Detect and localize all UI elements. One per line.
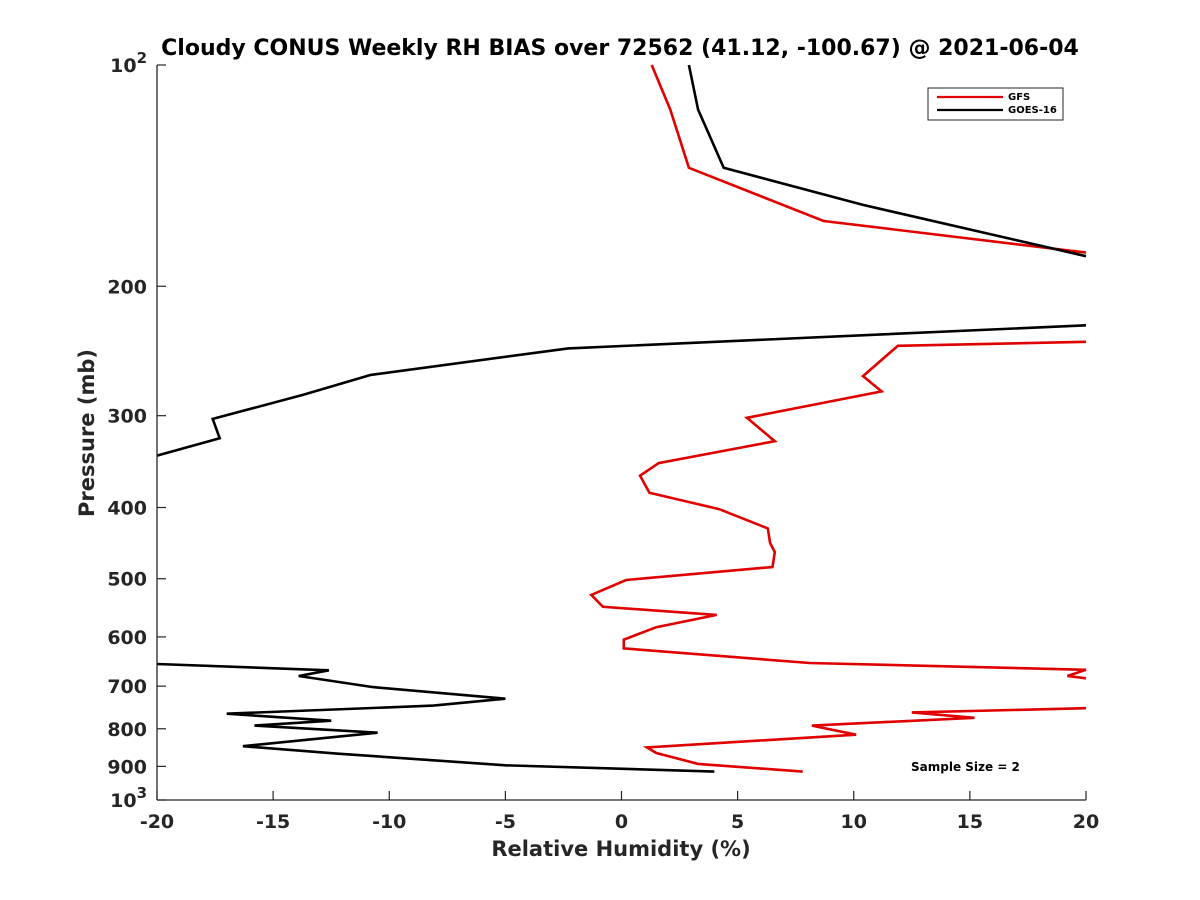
series-line-gfs-segment-3: [642, 706, 1087, 773]
y-tick-label: 800: [107, 719, 147, 741]
series-layer: [156, 64, 1087, 773]
series-line-goes-16-segment-3: [156, 662, 715, 773]
series-line-gfs-segment-2: [589, 340, 1087, 680]
series-line-goes-16-segment-1: [687, 64, 1087, 258]
legend-label-goes16: GOES-16: [1008, 105, 1057, 116]
x-tick-label: 10: [841, 811, 867, 833]
legend-box: [927, 87, 1064, 121]
x-tick-label: 5: [731, 811, 744, 833]
series-line-gfs-segment-1: [650, 64, 1087, 254]
legend-label-gfs: GFS: [1008, 92, 1030, 103]
series-line-goes-16-segment-2: [156, 324, 1087, 457]
x-tick-label: -10: [372, 811, 406, 833]
y-tick-label: 400: [107, 498, 147, 520]
chart-title: Cloudy CONUS Weekly RH BIAS over 72562 (…: [161, 36, 1079, 61]
x-tick-label: -5: [495, 811, 516, 833]
plot-axes: [156, 65, 1086, 801]
y-ticks: 102 200 300 400 500 600 700 800 900 103: [107, 49, 166, 812]
x-tick-label: -15: [256, 811, 290, 833]
x-tick-label: -20: [140, 811, 174, 833]
y-tick-label: 900: [107, 756, 147, 778]
x-tick-label: 20: [1073, 811, 1099, 833]
y-tick-label: 103: [110, 784, 147, 812]
y-tick-label: 600: [107, 627, 147, 649]
x-axis-label: Relative Humidity (%): [491, 837, 750, 861]
x-tick-label: 15: [957, 811, 983, 833]
y-axis-label: Pressure (mb): [75, 349, 99, 517]
y-tick-label: 700: [107, 676, 147, 698]
sample-size-note: Sample Size = 2: [911, 760, 1020, 774]
x-ticks: -20 -15 -10 -5 0 5 10 15 20: [140, 791, 1099, 833]
x-tick-label: 0: [615, 811, 628, 833]
y-tick-label: 300: [107, 406, 147, 428]
legend: GFS GOES-16: [927, 87, 1064, 121]
y-tick-label: 500: [107, 569, 147, 591]
y-tick-label: 200: [107, 276, 147, 298]
y-tick-label: 102: [110, 49, 147, 77]
